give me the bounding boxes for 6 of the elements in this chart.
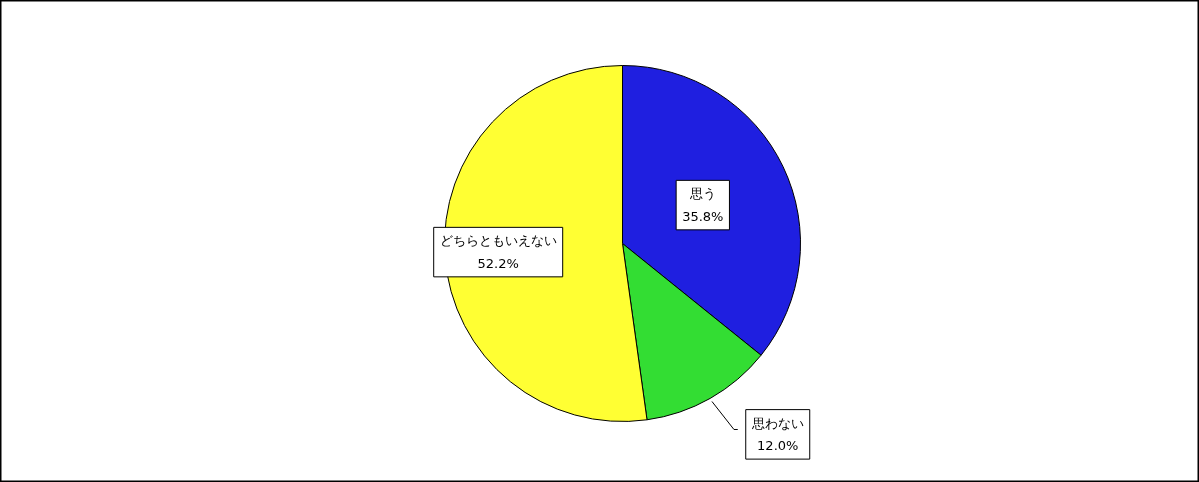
slice-label: 思う xyxy=(688,186,716,202)
data-label: 35.8% xyxy=(682,208,724,224)
slice-label: どちらともいえない xyxy=(439,233,557,249)
data-label: 12.0% xyxy=(757,438,799,454)
slice-label: 思わない xyxy=(750,415,804,431)
data-label: 52.2% xyxy=(477,255,519,271)
